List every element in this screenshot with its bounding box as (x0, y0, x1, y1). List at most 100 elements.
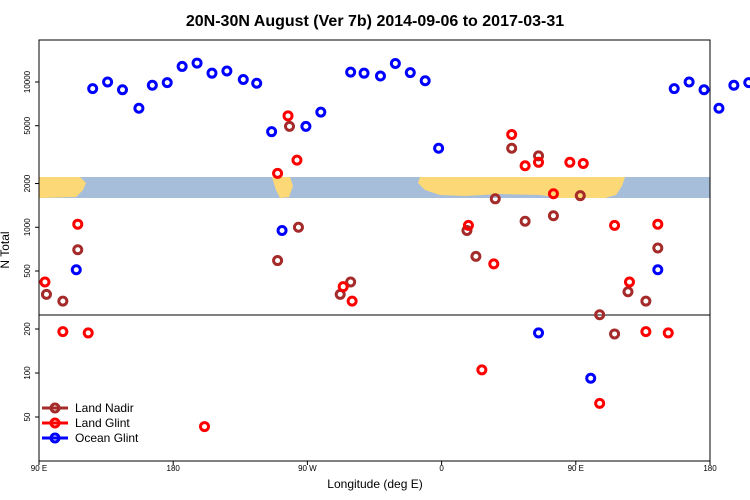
data-point (176, 60, 188, 72)
data-point (470, 250, 482, 262)
data-point (622, 286, 634, 298)
data-point (574, 190, 586, 202)
x-tick-label: 90 W (298, 464, 317, 473)
data-point (533, 150, 545, 162)
legend-label: Land Nadir (75, 401, 134, 415)
y-tick-label: 1000 (23, 218, 32, 236)
data-point (72, 218, 84, 230)
data-point (506, 129, 518, 141)
data-point (282, 110, 294, 122)
data-point (564, 156, 576, 168)
series-land-glint (39, 110, 674, 433)
data-point (291, 154, 303, 166)
data-point (346, 295, 358, 307)
data-point (272, 167, 284, 179)
data-point (237, 74, 249, 86)
data-point (698, 84, 710, 96)
data-point (146, 79, 158, 91)
data-point (191, 57, 203, 69)
plot-frame (38, 39, 711, 462)
data-point (70, 264, 82, 276)
data-point (433, 142, 445, 154)
data-point (272, 255, 284, 267)
data-point (609, 219, 621, 231)
x-tick-label: 180 (703, 464, 717, 473)
data-point (389, 58, 401, 70)
data-point (640, 295, 652, 307)
data-point (547, 188, 559, 200)
data-point (640, 326, 652, 338)
y-tick-label: 100 (23, 366, 32, 380)
y-tick-label: 10000 (23, 70, 32, 93)
data-point (161, 77, 173, 89)
y-axis: 50 100 200 500 1000 2000 5000 10000 (23, 70, 39, 421)
data-point (57, 326, 69, 338)
data-point (251, 77, 263, 89)
y-axis-label: N Total (0, 231, 12, 268)
data-point (337, 281, 349, 293)
y-tick-label: 50 (23, 412, 32, 421)
x-axis-label: Longitude (deg E) (327, 477, 422, 491)
data-point (82, 327, 94, 339)
legend-marker (49, 432, 61, 444)
data-point (488, 258, 500, 270)
data-point (358, 67, 370, 79)
data-point (284, 120, 296, 132)
data-point (102, 76, 114, 88)
data-point (728, 79, 740, 91)
data-point (476, 364, 488, 376)
data-point (594, 397, 606, 409)
data-point (652, 242, 664, 254)
data-point (133, 102, 145, 114)
y-tick-label: 2000 (23, 174, 32, 192)
data-point (292, 221, 304, 233)
data-point (199, 421, 211, 433)
data-point (594, 309, 606, 321)
y-tick-label: 5000 (23, 116, 32, 134)
data-point (743, 77, 750, 89)
series-ocean-glint (70, 57, 750, 384)
chart-title: 20N-30N August (Ver 7b) 2014-09-06 to 20… (186, 13, 564, 30)
data-point (533, 327, 545, 339)
data-point (519, 160, 531, 172)
data-point (519, 215, 531, 227)
x-tick-label: 90 E (31, 464, 47, 473)
data-point (652, 218, 664, 230)
data-point (609, 328, 621, 340)
data-point (623, 276, 635, 288)
data-point (300, 120, 312, 132)
data-point (683, 76, 695, 88)
data-point (315, 106, 327, 118)
data-point (462, 219, 474, 231)
world-map-strip (39, 177, 710, 198)
data-point (39, 276, 51, 288)
data-point (276, 225, 288, 237)
data-point (668, 83, 680, 95)
series-land-nadir (40, 120, 664, 340)
data-point (652, 264, 664, 276)
x-tick-label: 0 (439, 464, 444, 473)
x-tick-label: 180 (167, 464, 181, 473)
data-points (39, 57, 750, 433)
data-point (206, 67, 218, 79)
y-tick-label: 500 (23, 264, 32, 278)
y-tick-label: 200 (23, 322, 32, 336)
data-point (266, 126, 278, 138)
x-tick-label: 90 E (568, 464, 584, 473)
data-point (489, 193, 501, 205)
data-point (40, 288, 52, 300)
data-point (57, 295, 69, 307)
data-point (117, 84, 129, 96)
data-point (419, 75, 431, 87)
data-point (87, 83, 99, 95)
data-point (72, 244, 84, 256)
data-point (404, 67, 416, 79)
data-point (713, 102, 725, 114)
data-point (374, 70, 386, 82)
data-point (221, 65, 233, 77)
data-point (577, 157, 589, 169)
legend-marker (49, 417, 61, 429)
legend-label: Land Glint (75, 416, 130, 430)
